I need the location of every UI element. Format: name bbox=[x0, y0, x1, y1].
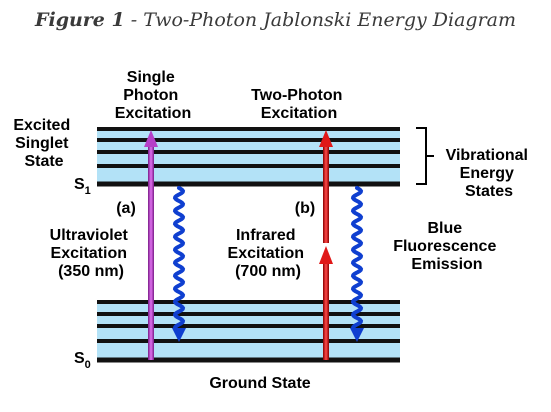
ground-band-fill bbox=[97, 300, 400, 360]
ground-levels bbox=[97, 300, 400, 363]
figure-number: Figure 1 bbox=[34, 9, 125, 31]
uv-excitation-label: Ultraviolet Excitation (350 nm) bbox=[50, 227, 133, 280]
s0-label: S0 bbox=[74, 350, 91, 371]
ground-state-label: Ground State bbox=[209, 375, 310, 392]
s1-label: S1 bbox=[74, 176, 91, 197]
title-text: Two-Photon Jablonski Energy Diagram bbox=[143, 9, 516, 31]
fluorescence-wave-a bbox=[172, 186, 186, 332]
path-b-label: (b) bbox=[295, 200, 315, 217]
fluorescence-arrowhead-a bbox=[172, 328, 186, 342]
excited-singlet-label: Excited Singlet State bbox=[13, 117, 74, 170]
vibrational-bracket bbox=[416, 127, 434, 185]
path-a-label: (a) bbox=[116, 200, 136, 217]
ir-excitation-arrow-lower bbox=[319, 246, 333, 360]
excited-levels bbox=[97, 127, 400, 187]
excited-band-fill bbox=[97, 128, 400, 186]
uv-excitation-arrow bbox=[144, 130, 158, 360]
fluorescence-arrowhead-b bbox=[350, 328, 364, 342]
ir-excitation-label: Infrared Excitation (700 nm) bbox=[228, 227, 309, 280]
figure-title: Figure 1 - Two-Photon Jablonski Energy D… bbox=[0, 9, 551, 31]
ir-excitation-arrow-upper bbox=[319, 130, 333, 243]
two-photon-label: Two-Photon Excitation bbox=[251, 87, 347, 122]
title-separator: - bbox=[124, 9, 144, 31]
ground-state-band bbox=[97, 300, 400, 363]
fluorescence-wave-b bbox=[350, 186, 364, 332]
excited-state-band bbox=[97, 127, 400, 187]
single-photon-label: Single Photon Excitation bbox=[115, 69, 191, 122]
vibrational-label: Vibrational Energy States bbox=[446, 147, 533, 200]
fluorescence-label: Blue Fluorescence Emission bbox=[393, 220, 501, 273]
